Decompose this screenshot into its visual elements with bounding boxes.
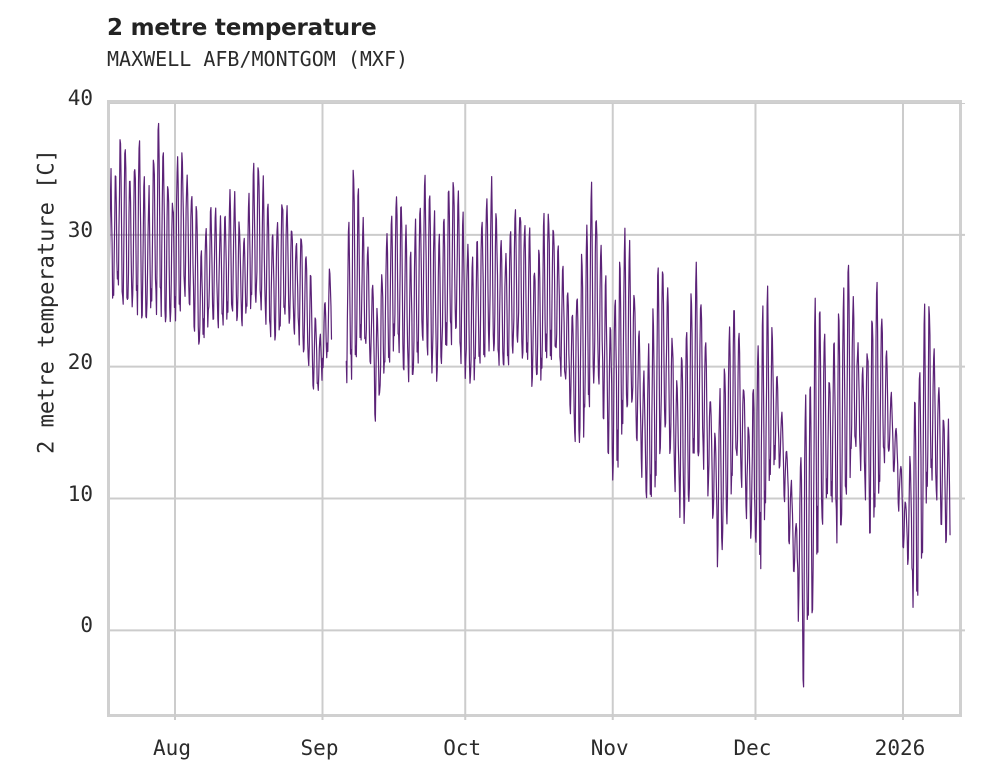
y-tick-label-40: 40: [67, 86, 93, 110]
x-tick-label-aug: Aug: [153, 736, 191, 760]
gridlines: [110, 103, 965, 720]
plot-area: [107, 100, 965, 720]
series-path-0: [110, 122, 333, 391]
series-path-1: [345, 169, 951, 688]
y-tick-label-0: 0: [80, 613, 93, 638]
chart-title: 2 metre temperature: [107, 15, 377, 41]
x-tick-label-oct: Oct: [443, 736, 482, 760]
title-block: 2 metre temperature MAXWELL AFB/MONTGOM …: [107, 14, 927, 72]
x-tick-label-sep: Sep: [300, 736, 339, 760]
x-tick-label-2026: 2026: [874, 736, 926, 760]
chart-subtitle: MAXWELL AFB/MONTGOM (MXF): [107, 47, 409, 71]
y-tick-label-20: 20: [67, 349, 93, 374]
x-tick-label-dec: Dec: [733, 736, 772, 760]
temperature-series: [110, 122, 951, 688]
y-tick-label-30: 30: [67, 217, 93, 242]
plot-svg: [110, 103, 965, 720]
x-tick-label-nov: Nov: [590, 736, 629, 760]
y-tick-label-10: 10: [67, 481, 93, 506]
